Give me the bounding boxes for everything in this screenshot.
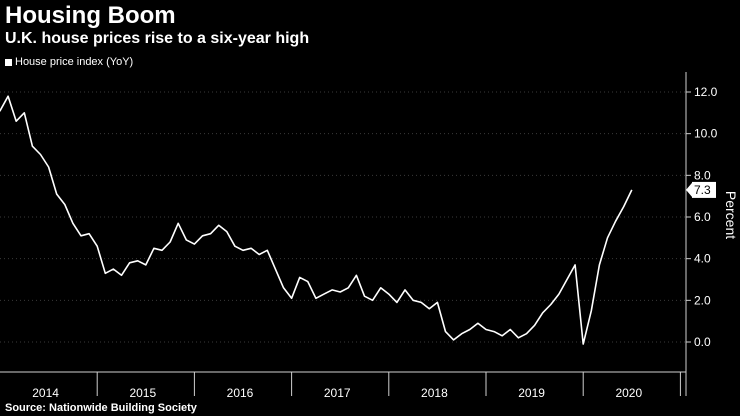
grid-lines — [0, 91, 686, 343]
x-tick-label: 2020 — [615, 386, 642, 400]
x-tick-label: 2019 — [518, 386, 545, 400]
x-tick-label: 2017 — [324, 386, 351, 400]
chart-subtitle: U.K. house prices rise to a six-year hig… — [5, 30, 310, 47]
y-axis-ticks: 0.0 2.0 4.0 6.0 8.0 10.0 12.0 — [686, 85, 718, 349]
last-value-callout: 7.3 — [686, 181, 716, 198]
source-note: Source: Nationwide Building Society — [5, 402, 197, 414]
x-tick-label: 2015 — [129, 386, 156, 400]
legend: House price index (YoY) — [5, 56, 133, 68]
y-tick-label: 2.0 — [694, 293, 711, 307]
y-tick-label: 10.0 — [694, 127, 718, 141]
y-axis-title: Percent — [723, 191, 739, 239]
x-tick-label: 2016 — [227, 386, 254, 400]
y-tick-label: 8.0 — [694, 168, 711, 182]
chart-title: Housing Boom — [5, 2, 176, 29]
x-tick-label: 2014 — [32, 386, 59, 400]
last-value-marker — [686, 182, 692, 197]
legend-label: House price index (YoY) — [15, 56, 134, 68]
y-tick-label: 12.0 — [694, 85, 718, 99]
last-value-box — [692, 181, 716, 198]
x-axis-ticks: 2014 2015 2016 2017 2018 2019 2020 — [32, 372, 681, 400]
y-tick-label: 4.0 — [694, 252, 711, 266]
x-tick-label: 2018 — [421, 386, 448, 400]
y-tick-label: 0.0 — [694, 335, 711, 349]
legend-swatch — [5, 58, 12, 66]
series-points — [0, 96, 632, 345]
y-tick-label: 6.0 — [694, 210, 711, 224]
last-value-label: 7.3 — [694, 183, 711, 197]
series-line-house-price-index — [0, 95, 633, 345]
